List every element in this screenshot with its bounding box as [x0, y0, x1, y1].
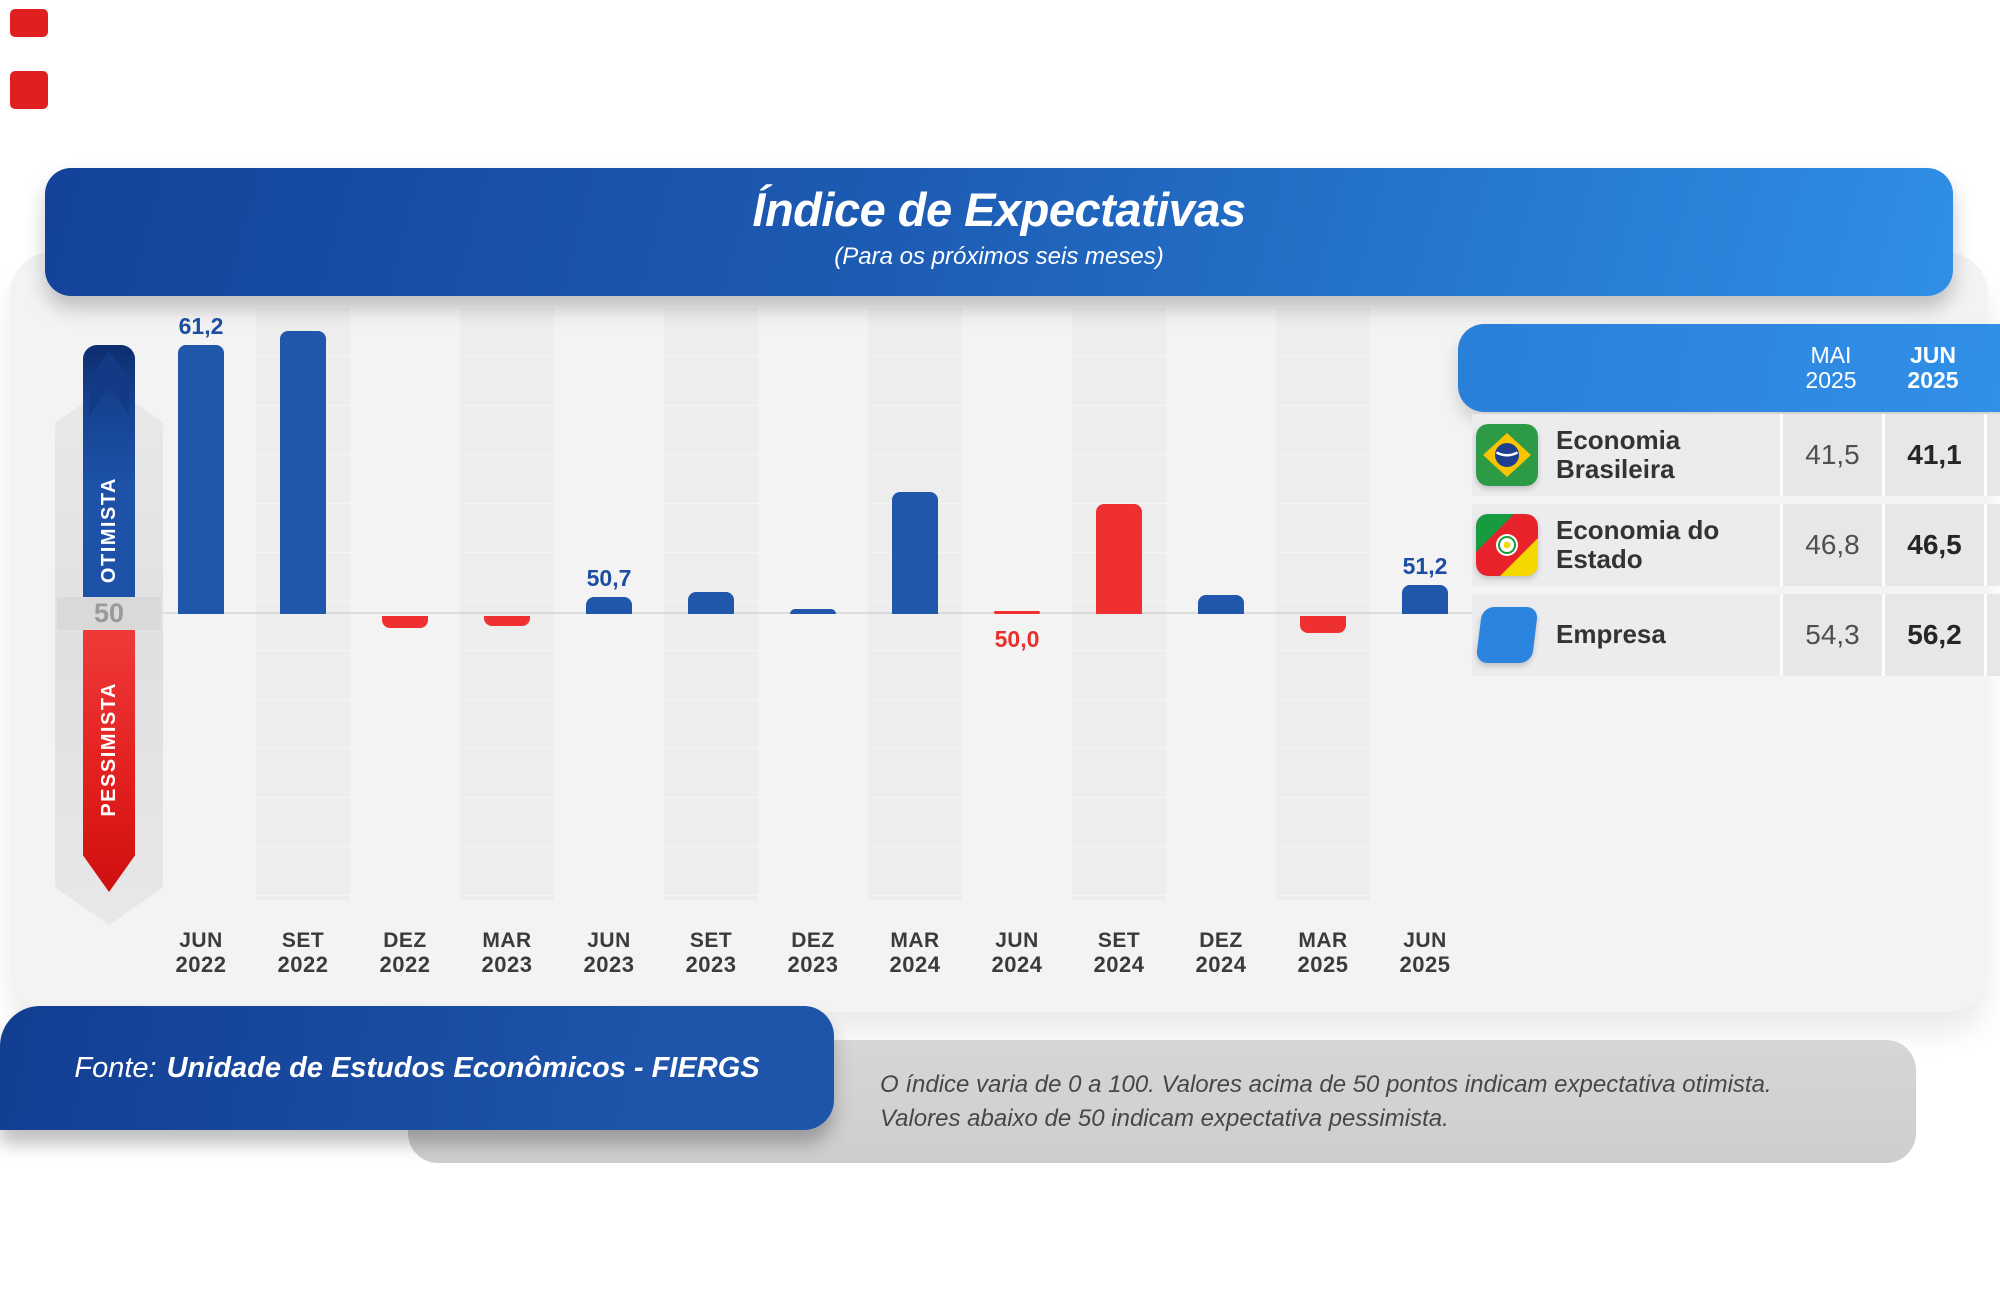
x-axis-label: DEZ 2023 — [787, 929, 839, 977]
chart-column-jun-2024: 50,0 JUN 2024 — [966, 300, 1068, 1000]
x-axis-label: SET 2023 — [685, 929, 737, 977]
bar-value-label: 50,0 — [994, 626, 1040, 652]
x-axis-label: DEZ 2022 — [379, 929, 431, 977]
bar-dez-2022 — [382, 616, 428, 628]
baseline-50-badge: 50 — [57, 597, 161, 630]
chart-column-jun-2023: 50,7 JUN 2023 — [558, 300, 660, 1000]
x-axis-label: JUN 2024 — [991, 929, 1043, 977]
chart-column-mar-2025: MAR 2025 — [1272, 300, 1374, 1000]
table-value-mai-2025: 54,3 — [1780, 594, 1882, 676]
table-value-mai-2025: 41,5 — [1780, 414, 1882, 496]
chart-column-dez-2022: DEZ 2022 — [354, 300, 456, 1000]
legend-table-header: MAI 2025 JUN 2025 — [1458, 324, 2000, 412]
optimist-label: OTIMISTA — [97, 476, 120, 583]
bar-chart-columns: 61,2 JUN 2022 SET 2022 DEZ 2022 MAR 2023 50,7 JUN 2… — [150, 300, 1476, 1000]
x-axis-label: JUN 2022 — [175, 929, 227, 977]
bar-jun-2023 — [586, 597, 632, 614]
chart-column-set-2022: SET 2022 — [252, 300, 354, 1000]
table-row: Empresa 54,3 56,2 — [1472, 594, 2000, 676]
x-axis-label: SET 2022 — [277, 929, 329, 977]
bar-dez-2024 — [1198, 595, 1244, 614]
rs-state-flag-icon — [1472, 514, 1542, 576]
brazil-flag-icon — [1472, 424, 1542, 486]
bar-value-label: 61,2 — [178, 313, 224, 339]
optimist-arrow-icon: OTIMISTA — [83, 345, 135, 597]
chart-column-dez-2023: DEZ 2023 — [762, 300, 864, 1000]
footer-note-line1: O índice varia de 0 a 100. Valores acima… — [880, 1070, 1772, 1098]
source-prefix: Fonte: — [74, 1051, 157, 1084]
red-corner-mark — [10, 71, 48, 109]
source-bar: Fonte: Unidade de Estudos Econômicos - F… — [0, 1006, 834, 1130]
pessimist-label: PESSIMISTA — [97, 682, 120, 817]
table-value-jun-2025: 46,5 — [1882, 504, 1984, 586]
bar-set-2023 — [688, 592, 734, 614]
bar-value-label: 50,7 — [586, 565, 632, 591]
bar-chart: 61,2 JUN 2022 SET 2022 DEZ 2022 MAR 2023 50,7 JUN 2… — [150, 300, 1476, 1000]
table-column-header: JUN 2025 — [1907, 341, 1959, 393]
title-bar: Índice de Expectativas (Para os próximos… — [45, 168, 1953, 296]
bar-mar-2023 — [484, 616, 530, 626]
x-axis-label: JUN 2025 — [1399, 929, 1451, 977]
table-row-label: Economia do Estado — [1556, 514, 1720, 574]
bar-jun-2025 — [1402, 585, 1448, 614]
table-value-clipped-column — [1984, 594, 2000, 676]
chart-column-jun-2022: 61,2 JUN 2022 — [150, 300, 252, 1000]
bar-mar-2025 — [1300, 616, 1346, 633]
x-axis-label: JUN 2023 — [583, 929, 635, 977]
bar-value-label: 51,2 — [1402, 553, 1448, 579]
pessimist-arrow-icon: PESSIMISTA — [83, 630, 135, 892]
table-row: Economia Brasileira 41,5 41,1 — [1472, 414, 2000, 496]
table-value-clipped-column — [1984, 504, 2000, 586]
table-row-label: Economia Brasileira — [1556, 424, 1681, 484]
bar-mar-2024 — [892, 492, 938, 614]
source-name: Unidade de Estudos Econômicos - FIERGS — [166, 1051, 760, 1084]
x-axis-label: SET 2024 — [1093, 929, 1145, 977]
company-icon — [1472, 607, 1542, 663]
red-corner-mark — [10, 9, 48, 37]
table-value-jun-2025: 56,2 — [1882, 594, 1984, 676]
chart-column-mar-2023: MAR 2023 — [456, 300, 558, 1000]
table-value-jun-2025: 41,1 — [1882, 414, 1984, 496]
chart-column-mar-2024: MAR 2024 — [864, 300, 966, 1000]
chart-column-dez-2024: DEZ 2024 — [1170, 300, 1272, 1000]
page-subtitle: (Para os próximos seis meses) — [834, 243, 1164, 270]
bar-set-2022 — [280, 331, 326, 614]
chart-column-jun-2025: 51,2 JUN 2025 — [1374, 300, 1476, 1000]
table-value-clipped-column — [1984, 414, 2000, 496]
bar-dez-2023 — [790, 609, 836, 614]
x-axis-label: MAR 2023 — [481, 929, 533, 977]
legend-table-body: Economia Brasileira 41,5 41,1 Economia do E… — [1472, 414, 2000, 684]
table-value-mai-2025: 46,8 — [1780, 504, 1882, 586]
bar-jun-2024 — [994, 611, 1040, 614]
x-axis-label: MAR 2024 — [889, 929, 941, 977]
company-icon — [1475, 607, 1539, 663]
table-column-header: MAI 2025 — [1805, 341, 1857, 393]
chart-column-set-2023: SET 2023 — [660, 300, 762, 1000]
x-axis-label: MAR 2025 — [1297, 929, 1349, 977]
table-row: Economia do Estado 46,8 46,5 — [1472, 504, 2000, 586]
page-title: Índice de Expectativas — [752, 183, 1246, 236]
x-axis-label: DEZ 2024 — [1195, 929, 1247, 977]
bar-jun-2022 — [178, 345, 224, 614]
table-row-label: Empresa — [1556, 619, 1666, 650]
bar-set-2024 — [1096, 504, 1142, 614]
chart-column-set-2024: SET 2024 — [1068, 300, 1170, 1000]
footer-note-line2: Valores abaixo de 50 indicam expectativa… — [880, 1104, 1449, 1132]
